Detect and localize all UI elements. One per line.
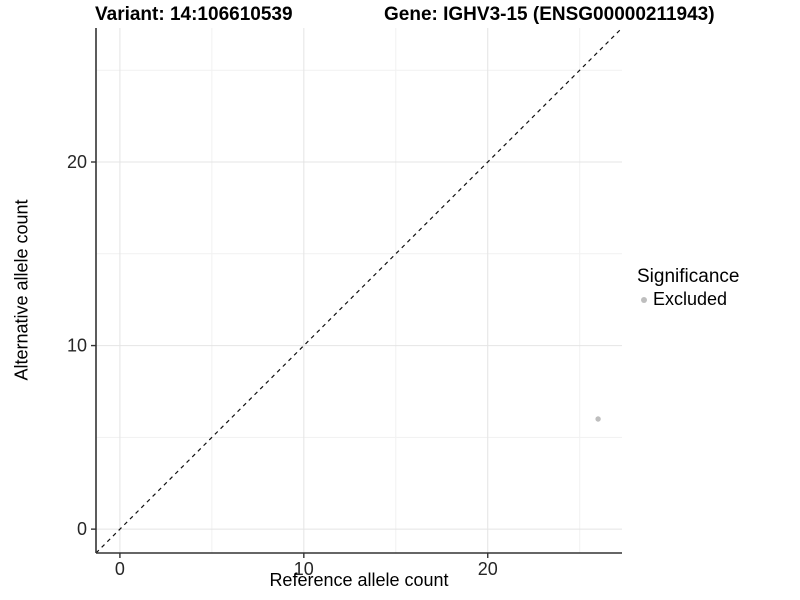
x-tick-label: 10 [294,559,314,579]
y-tick-label: 20 [67,152,87,172]
legend-key-dot-icon [641,296,647,303]
y-tick-label: 10 [67,336,87,356]
legend-entry-label: Excluded [653,289,728,309]
y-tick-label: 0 [77,519,87,539]
identity-reference-line [95,27,623,554]
legend-entry-excluded: Excluded [637,289,739,310]
legend: Significance Excluded [637,266,739,310]
data-point [595,416,601,422]
variant-title: Variant: 14:106610539 [95,4,293,25]
x-tick-label: 20 [478,559,498,579]
x-tick-label: 0 [115,559,125,579]
legend-title: Significance [637,266,740,287]
gene-title: Gene: IGHV3-15 (ENSG00000211943) [384,4,715,25]
y-axis-title: Alternative allele count [11,199,32,381]
x-axis-title: Reference allele count [269,570,449,590]
